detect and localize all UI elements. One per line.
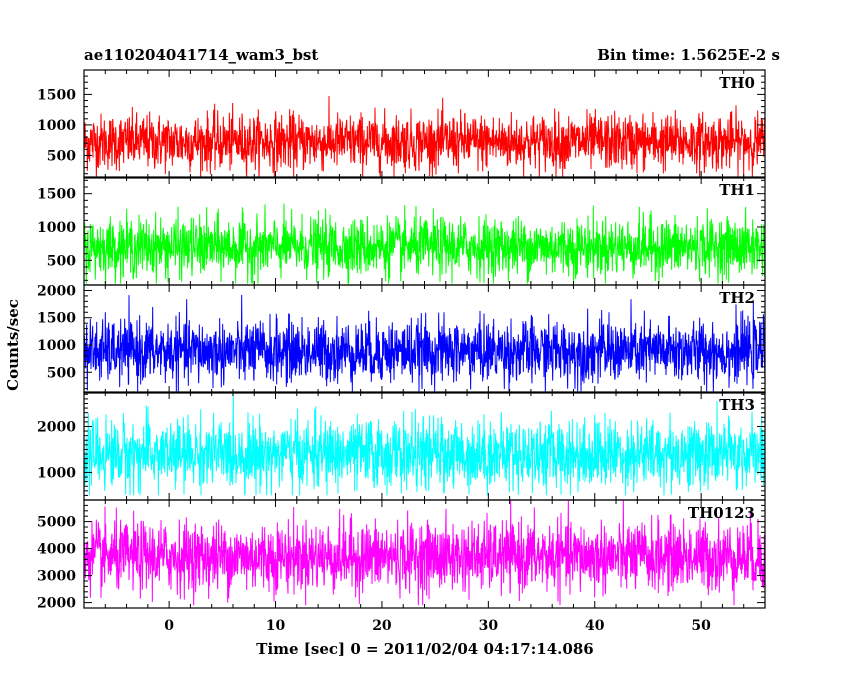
x-tick-label: 10	[266, 618, 286, 634]
panel-th0123: 2000 3000 4000 5000 TH0123	[37, 499, 766, 612]
panel-label-th2: TH2	[719, 289, 755, 307]
y-tick-label: 3000	[37, 569, 76, 585]
y-tick-label: 1500	[37, 311, 76, 327]
x-tick-label: 50	[691, 618, 711, 634]
y-tick-label: 1500	[37, 187, 76, 203]
x-tick-label: 30	[479, 618, 499, 634]
x-axis-label: Time [sec] 0 = 2011/02/04 04:17:14.086	[256, 640, 593, 658]
y-tick-label: 1000	[37, 220, 76, 236]
y-tick-label: 1500	[37, 87, 76, 103]
x-tick-label: 20	[372, 618, 392, 634]
y-tick-label: 2000	[37, 419, 76, 435]
chart-subtitle: Bin time: 1.5625E-2 s	[597, 46, 780, 64]
y-tick-label: 4000	[37, 542, 76, 558]
y-tick-label: 1000	[37, 465, 76, 481]
panel-label-th3: TH3	[719, 396, 755, 414]
panel-th2: 500 1000 1500 2000 TH2	[37, 283, 766, 394]
y-tick-label: 5000	[37, 515, 76, 531]
panel-label-th0123: TH0123	[688, 504, 755, 522]
chart-title: ae110204041714_wam3_bst	[84, 46, 318, 64]
panel-th0: 500 1000 1500 TH0	[37, 69, 766, 179]
y-tick-label: 2000	[37, 596, 76, 612]
x-tick-label: 40	[585, 618, 605, 634]
trace-th2	[84, 294, 765, 392]
y-axis-label: Counts/sec	[4, 299, 22, 391]
y-tick-label: 2000	[37, 283, 76, 299]
y-tick-label: 500	[47, 148, 76, 164]
y-tick-label: 1000	[37, 118, 76, 134]
y-tick-label: 500	[47, 253, 76, 269]
panel-label-th1: TH1	[719, 181, 755, 199]
y-tick-label: 1000	[37, 338, 76, 354]
y-tick-label: 500	[47, 365, 76, 381]
x-tick-label: 0	[164, 618, 174, 634]
trace-th1	[84, 203, 765, 284]
panel-th1: 500 1000 1500 TH1	[37, 176, 766, 286]
panel-label-th0: TH0	[719, 74, 755, 92]
trace-th0123	[84, 500, 765, 606]
trace-th0	[84, 96, 765, 178]
trace-th3	[84, 394, 765, 496]
panel-th3: 1000 2000 TH3	[37, 391, 766, 501]
